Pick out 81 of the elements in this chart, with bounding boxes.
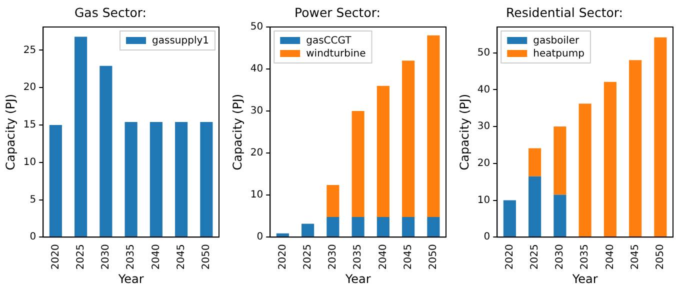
bar [578, 104, 592, 237]
y-tick-label: 0 [256, 232, 264, 243]
bar [175, 122, 188, 237]
bar [376, 86, 390, 217]
bar [49, 124, 62, 237]
bar [276, 233, 289, 237]
x-tick-label: 2050 [201, 244, 212, 270]
chart-title: Gas Sector: [74, 4, 147, 20]
x-tick-label: 2020 [504, 244, 516, 270]
legend-label: windturbine [306, 48, 366, 60]
legend-label: gasboiler [533, 36, 580, 47]
y-tick-label: 20 [477, 158, 490, 170]
y-tick-label: 10 [23, 156, 36, 168]
x-tick-label: 2040 [378, 244, 389, 270]
x-tick-label: 2030 [328, 244, 339, 270]
y-tick-label: 5 [30, 194, 36, 206]
bar [654, 37, 667, 237]
bar [326, 216, 340, 237]
x-tick-label: 2045 [402, 244, 414, 270]
chart-title: Power Sector: [294, 4, 380, 20]
y-tick-label: 0 [30, 232, 36, 243]
x-tick-label: 2045 [630, 244, 641, 270]
legend-label: gasCCGT [306, 36, 352, 47]
x-axis-title: Year [344, 272, 371, 286]
y-tick-label: 40 [250, 64, 264, 75]
x-tick-label: 2040 [150, 244, 162, 270]
bar [326, 185, 340, 217]
chart-title: Residential Sector: [506, 4, 624, 20]
legend-label: heatpump [533, 48, 584, 60]
y-tick-label: 30 [477, 121, 490, 132]
y-tick-label: 10 [250, 190, 264, 201]
bar [74, 36, 88, 237]
y-tick-label: 40 [477, 84, 490, 96]
y-axis-title: Capacity (PJ) [3, 94, 18, 170]
x-axis-title: Year [117, 272, 144, 286]
bar [528, 148, 542, 176]
bar [402, 60, 415, 217]
x-tick-label: 2035 [352, 244, 364, 270]
x-tick-label: 2025 [75, 244, 86, 270]
bar [427, 35, 440, 217]
y-tick-label: 20 [250, 148, 264, 159]
x-tick-label: 2040 [604, 244, 616, 270]
bar [376, 216, 390, 237]
bar [402, 216, 415, 237]
y-tick-label: 20 [23, 82, 36, 94]
x-tick-label: 2030 [100, 244, 112, 270]
x-tick-label: 2030 [554, 244, 566, 270]
y-tick-label: 50 [250, 22, 264, 33]
x-tick-label: 2020 [50, 244, 62, 270]
bar [150, 122, 162, 237]
x-tick-label: 2035 [126, 244, 137, 270]
y-tick-label: 15 [23, 120, 36, 131]
x-axis-title: Year [571, 272, 598, 286]
bar [352, 111, 364, 217]
bar [302, 224, 314, 237]
x-tick-label: 2050 [655, 244, 666, 270]
bar [427, 216, 440, 237]
bar [200, 122, 213, 237]
legend-label: gassupply1 [152, 36, 210, 47]
bar [124, 122, 138, 237]
bar [554, 126, 566, 195]
bar [528, 176, 542, 237]
x-tick-label: 2025 [529, 244, 540, 270]
bar [604, 82, 616, 237]
x-tick-label: 2025 [302, 244, 314, 270]
y-axis-title: Capacity (PJ) [457, 94, 472, 170]
y-axis-title: Capacity (PJ) [230, 94, 244, 170]
bar [352, 216, 364, 237]
bar [554, 194, 566, 237]
x-tick-label: 2050 [428, 244, 440, 270]
bar [503, 200, 516, 237]
y-tick-label: 30 [250, 106, 264, 117]
bar [100, 66, 112, 237]
y-tick-label: 50 [477, 47, 490, 58]
y-tick-label: 25 [23, 44, 36, 56]
x-tick-label: 2045 [176, 244, 187, 270]
x-tick-label: 2020 [277, 244, 288, 270]
y-tick-label: 0 [484, 232, 490, 243]
y-tick-label: 10 [477, 194, 490, 206]
bar [629, 60, 642, 237]
x-tick-label: 2035 [580, 244, 591, 270]
